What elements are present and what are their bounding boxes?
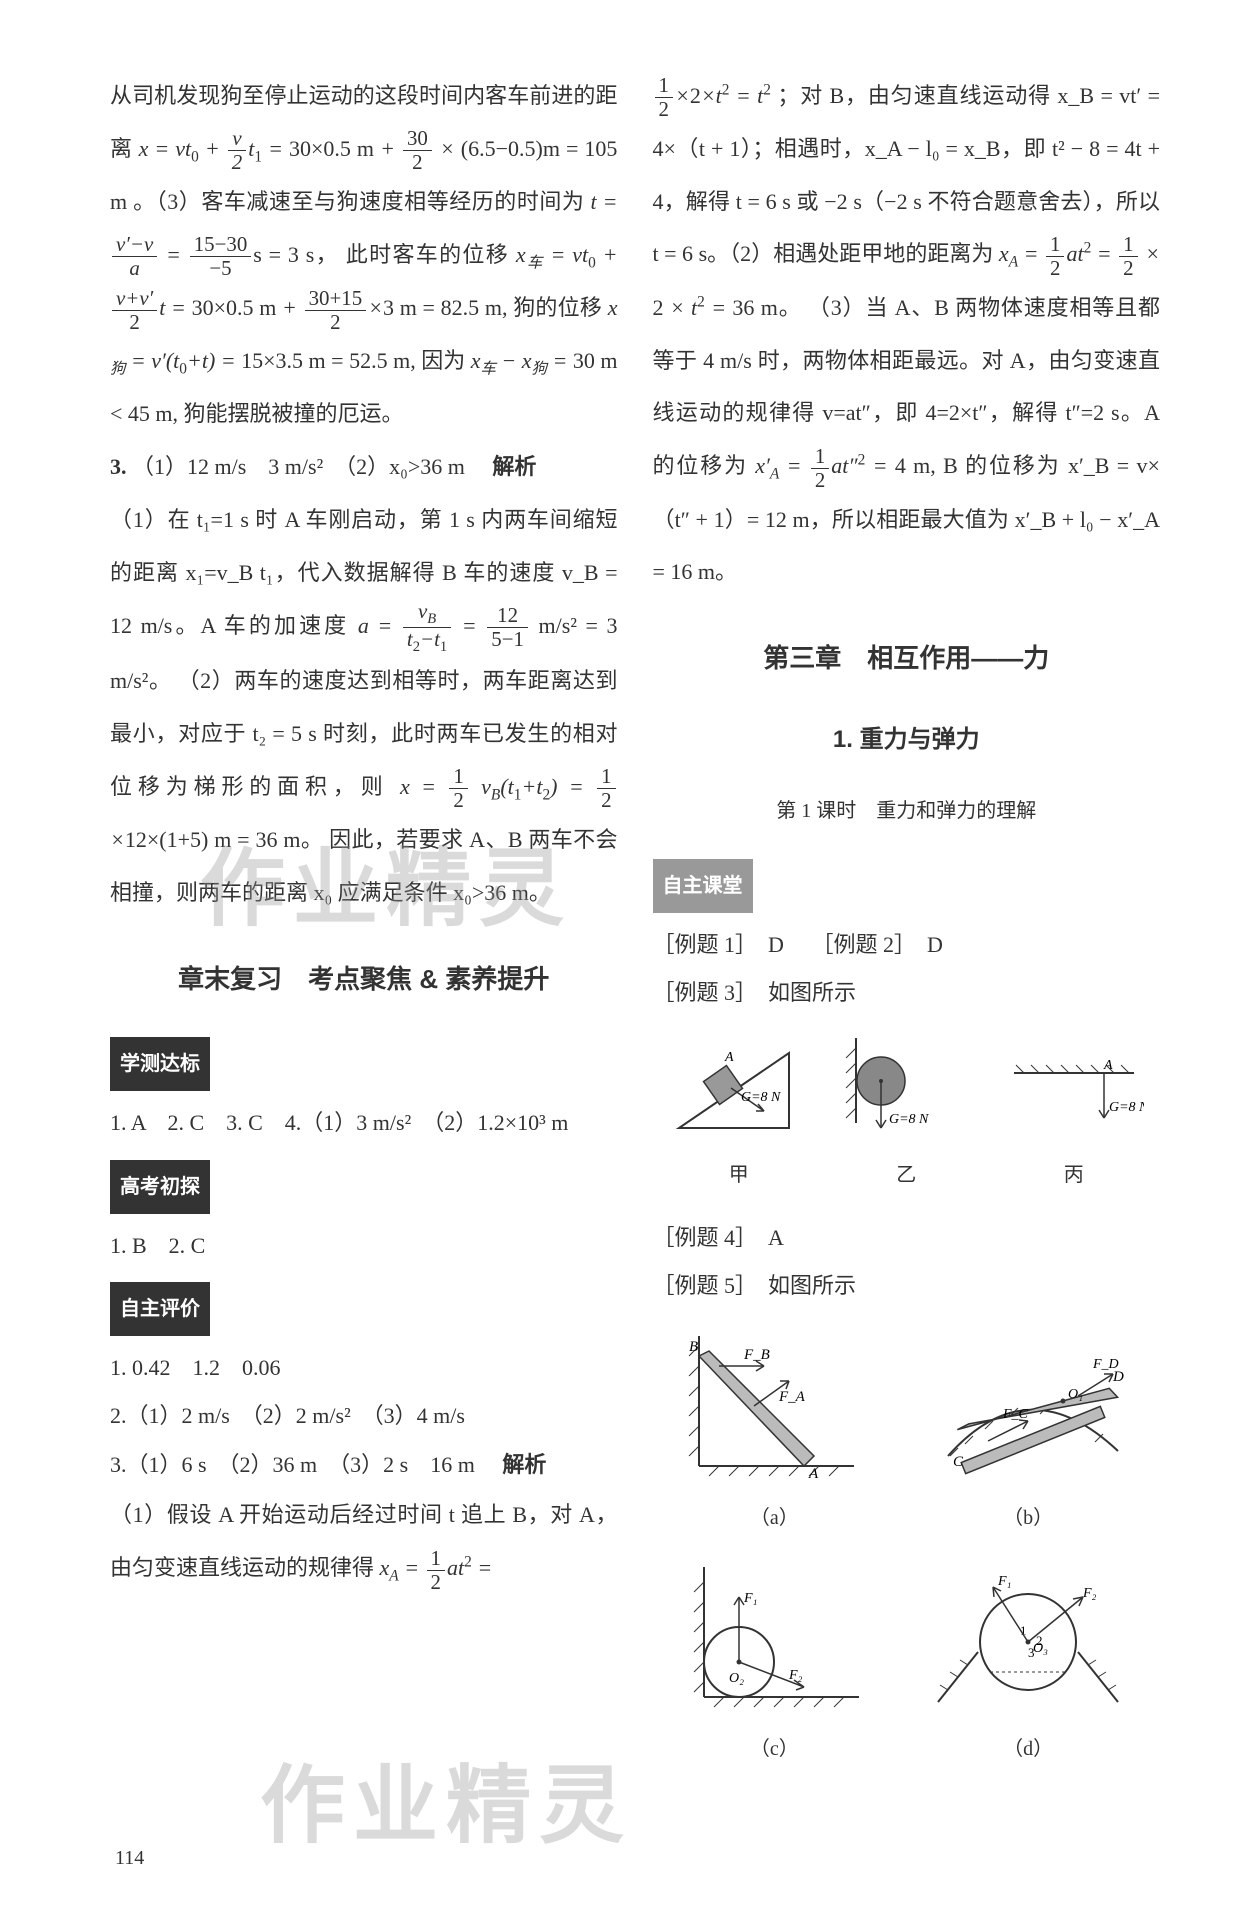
question-3-analysis: （1）在 t₁=1 s 时 A 车刚启动，第 1 s 内两车间缩短的距离 x₁=… bbox=[110, 494, 618, 920]
example-5: ［例题 5］ 如图所示 bbox=[653, 1262, 1161, 1310]
diagram-d: O₃ 1 2 3 F₁ F₂ （d） bbox=[918, 1557, 1138, 1773]
zizhu-ketang-header: 自主课堂 bbox=[653, 859, 753, 913]
svg-text:G=8 N: G=8 N bbox=[741, 1090, 781, 1105]
lesson1-title: 第 1 课时 重力和弹力的理解 bbox=[653, 787, 1161, 835]
xuece-header: 学测达标 bbox=[110, 1037, 210, 1091]
zizhu-q1: 1. 0.42 1.2 0.06 bbox=[110, 1344, 618, 1392]
chapter-review-title: 章末复习 考点聚焦 & 素养提升 bbox=[110, 948, 618, 1010]
question-3: 3. （1）12 m/s 3 m/s² （2）x₀>36 m 解析 bbox=[110, 441, 618, 494]
right-column: 12×2×t2 = t2 ；对 B，由匀速直线运动得 x_B = vt′ = 4… bbox=[653, 70, 1161, 1788]
right-para1: 12×2×t2 = t2 ；对 B，由匀速直线运动得 x_B = vt′ = 4… bbox=[653, 70, 1161, 599]
svg-text:3: 3 bbox=[1028, 1645, 1035, 1660]
svg-text:F₁: F₁ bbox=[743, 1591, 757, 1606]
diagram-b: O₁ C D F_C F_D （b） bbox=[918, 1326, 1138, 1542]
diagram-row-2: B A F_B F_A （a） bbox=[653, 1326, 1161, 1542]
example-12: ［例题 1］ D ［例题 2］ D bbox=[653, 921, 1161, 969]
chapter3-title: 第三章 相互作用——力 bbox=[653, 627, 1161, 689]
diagram-row-1: A G=8 N 甲 bbox=[653, 1033, 1161, 1199]
zizhu-q2: 2.（1）2 m/s （2）2 m/s² （3）4 m/s bbox=[110, 1392, 618, 1440]
svg-text:F_C: F_C bbox=[1002, 1407, 1029, 1422]
xuece-answers: 1. A 2. C 3. C 4.（1）3 m/s² （2）1.2×10³ m bbox=[110, 1099, 618, 1147]
svg-text:F₂: F₂ bbox=[1082, 1586, 1097, 1601]
page-number: 114 bbox=[115, 1847, 144, 1870]
left-column: 从司机发现狗至停止运动的这段时间内客车前进的距离 x = vt0 + v2t1 … bbox=[110, 70, 618, 1788]
svg-text:F_D: F_D bbox=[1092, 1357, 1119, 1372]
zizhu-header: 自主评价 bbox=[110, 1282, 210, 1336]
svg-text:F_B: F_B bbox=[743, 1347, 770, 1363]
svg-text:A: A bbox=[1103, 1058, 1113, 1073]
zizhu-q3-text: （1）假设 A 开始运动后经过时间 t 追上 B，对 A，由匀变速直线运动的规律… bbox=[110, 1489, 618, 1595]
example-3: ［例题 3］ 如图所示 bbox=[653, 969, 1161, 1017]
svg-text:B: B bbox=[689, 1339, 698, 1355]
diagram-bing: A G=8 N 丙 bbox=[1004, 1033, 1144, 1199]
diagram-c: O₂ F₁ F₂ （c） bbox=[674, 1557, 874, 1773]
para-driver: 从司机发现狗至停止运动的这段时间内客车前进的距离 x = vt0 + v2t1 … bbox=[110, 70, 618, 441]
section1-title: 1. 重力与弹力 bbox=[653, 711, 1161, 769]
svg-text:O₂: O₂ bbox=[729, 1671, 744, 1686]
svg-text:F_A: F_A bbox=[778, 1389, 806, 1405]
diagram-a: B A F_B F_A （a） bbox=[674, 1326, 874, 1542]
gaokao-answers: 1. B 2. C bbox=[110, 1222, 618, 1270]
svg-text:C: C bbox=[953, 1454, 964, 1470]
diagram-yi: G=8 N 乙 bbox=[841, 1033, 971, 1199]
example-4: ［例题 4］ A bbox=[653, 1214, 1161, 1262]
diagram-row-3: O₂ F₁ F₂ （c） bbox=[653, 1557, 1161, 1773]
zizhu-q3: 3.（1）6 s （2）36 m （3）2 s 16 m 解析 bbox=[110, 1441, 618, 1489]
svg-text:A: A bbox=[724, 1050, 734, 1065]
svg-text:G=8 N: G=8 N bbox=[889, 1112, 929, 1127]
svg-text:G=8 N: G=8 N bbox=[1109, 1100, 1144, 1115]
svg-text:F₂: F₂ bbox=[788, 1668, 803, 1683]
diagram-jia: A G=8 N 甲 bbox=[669, 1033, 809, 1199]
svg-text:A: A bbox=[808, 1466, 819, 1482]
gaokao-header: 高考初探 bbox=[110, 1160, 210, 1214]
svg-text:F₁: F₁ bbox=[997, 1574, 1011, 1589]
